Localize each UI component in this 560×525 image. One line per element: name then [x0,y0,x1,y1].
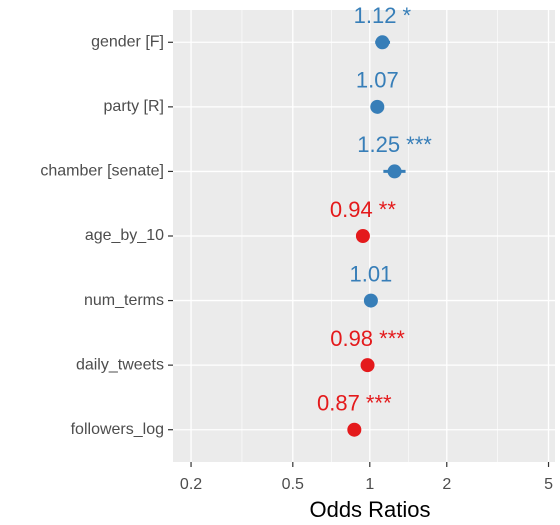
point [375,35,390,50]
y-tick-label: followers_log [71,421,164,438]
x-axis-label: Odds Ratios [309,497,430,522]
value-label: 1.12 * [354,3,412,28]
y-tick-label: chamber [senate] [40,163,164,180]
value-label: 1.07 [356,68,399,93]
y-tick-label: age_by_10 [85,227,164,244]
point [360,358,375,373]
x-tick-label: 0.5 [282,476,304,493]
y-tick-label: num_terms [84,292,164,309]
x-tick-label: 1 [365,476,374,493]
y-tick-label: gender [F] [91,34,164,51]
x-tick-label: 2 [442,476,451,493]
value-label: 1.01 [349,261,392,286]
point [363,293,378,308]
x-tick-label: 0.2 [180,476,202,493]
point [347,422,362,437]
value-label: 1.25 *** [357,132,432,157]
x-tick-label: 5 [544,476,553,493]
point [387,164,402,179]
value-label: 0.98 *** [330,326,405,351]
y-tick-label: party [R] [104,98,164,115]
value-label: 0.94 ** [330,197,396,222]
value-label: 0.87 *** [317,391,392,416]
point [370,99,385,114]
y-tick-label: daily_tweets [76,356,164,373]
point [355,229,370,243]
